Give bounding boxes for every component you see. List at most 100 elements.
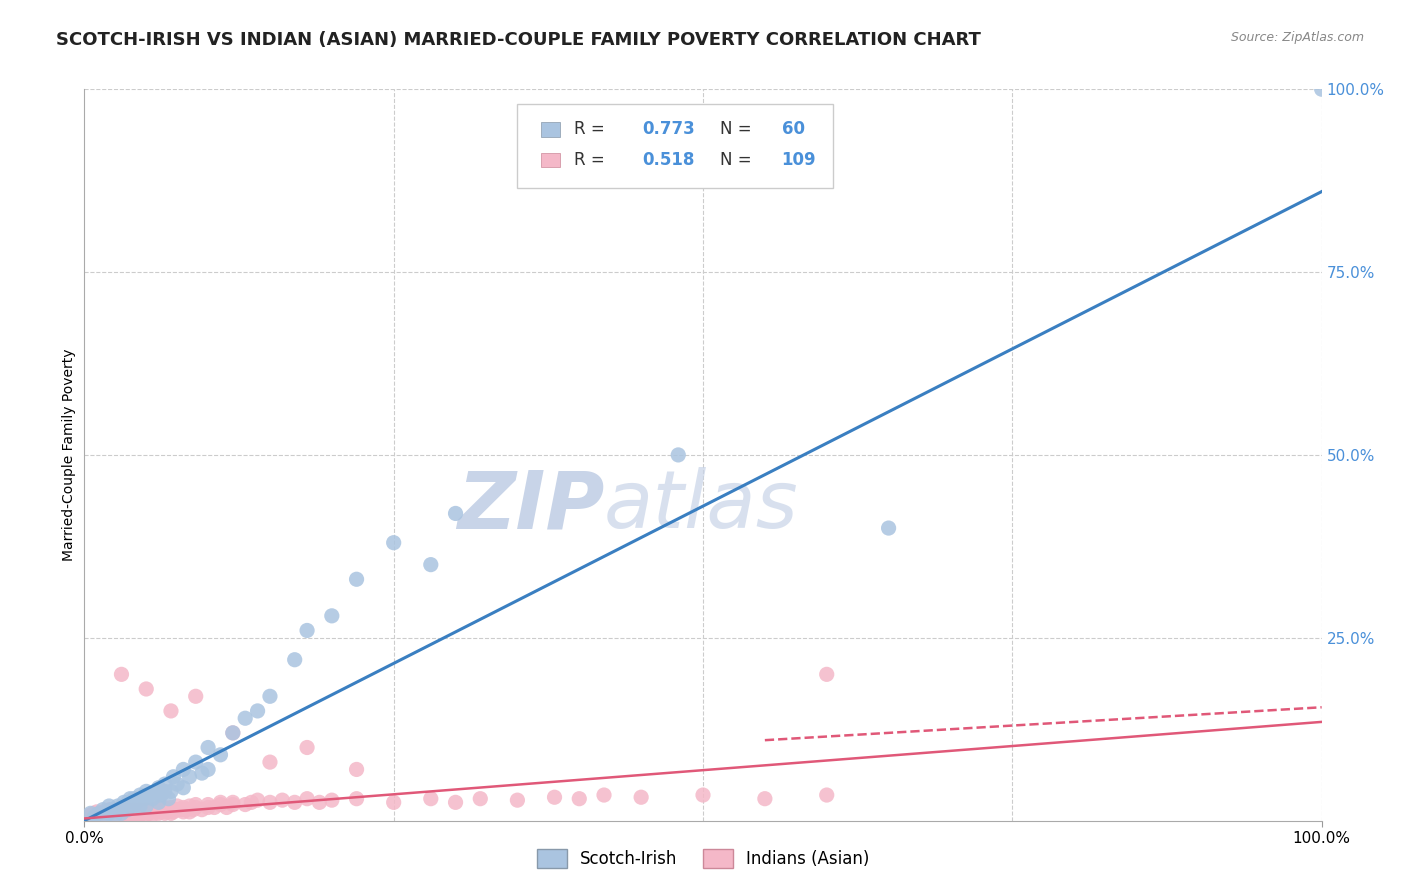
FancyBboxPatch shape — [541, 122, 560, 136]
Point — [191, 766, 214, 780]
Point — [222, 797, 245, 812]
Point — [117, 803, 139, 817]
Point — [166, 777, 188, 791]
Text: 0.773: 0.773 — [641, 120, 695, 138]
Point — [129, 807, 152, 822]
Point — [98, 806, 121, 821]
Point — [83, 806, 105, 821]
Point — [444, 796, 467, 810]
Point — [295, 791, 318, 805]
Point — [179, 770, 201, 784]
Point — [131, 806, 153, 821]
Point — [506, 793, 529, 807]
Point — [110, 806, 132, 821]
Point — [89, 806, 111, 821]
Point — [295, 624, 318, 638]
Point — [129, 803, 152, 817]
Point — [470, 791, 492, 805]
Point — [191, 803, 214, 817]
Point — [86, 807, 108, 822]
Point — [692, 788, 714, 802]
Y-axis label: Married-Couple Family Poverty: Married-Couple Family Poverty — [62, 349, 76, 561]
Point — [139, 805, 162, 819]
Point — [77, 810, 100, 824]
Point — [82, 810, 104, 824]
Point — [1310, 82, 1333, 96]
Point — [110, 803, 132, 817]
Point — [138, 788, 160, 802]
Point — [91, 810, 114, 824]
Point — [444, 507, 467, 521]
Point — [150, 805, 173, 819]
Point — [129, 788, 152, 802]
Point — [153, 777, 176, 791]
Point — [98, 807, 121, 822]
Point — [122, 791, 145, 805]
Point — [568, 791, 591, 805]
Point — [222, 796, 245, 810]
Point — [110, 806, 132, 821]
Point — [141, 791, 163, 805]
Point — [160, 784, 183, 798]
Point — [172, 805, 194, 819]
Point — [233, 711, 256, 725]
Point — [107, 806, 129, 821]
Point — [127, 805, 149, 819]
Point — [666, 448, 689, 462]
Point — [100, 807, 122, 822]
Point — [321, 793, 343, 807]
Point — [240, 796, 263, 810]
Point — [172, 800, 194, 814]
Point — [86, 807, 108, 822]
FancyBboxPatch shape — [541, 153, 560, 168]
Point — [98, 803, 121, 817]
Legend: Scotch-Irish, Indians (Asian): Scotch-Irish, Indians (Asian) — [530, 842, 876, 874]
Point — [120, 806, 142, 821]
Point — [108, 805, 131, 819]
Point — [174, 803, 197, 817]
Point — [117, 803, 139, 817]
Point — [91, 805, 114, 819]
Point — [222, 726, 245, 740]
Point — [150, 788, 173, 802]
Point — [104, 803, 127, 817]
Point — [172, 763, 194, 777]
Point — [104, 803, 127, 817]
Point — [346, 791, 368, 805]
Point — [179, 799, 201, 814]
Point — [162, 770, 184, 784]
Point — [630, 790, 652, 805]
Point — [153, 784, 176, 798]
Point — [79, 806, 101, 821]
Point — [148, 780, 170, 795]
Point — [160, 800, 183, 814]
Point — [346, 763, 368, 777]
Point — [110, 803, 132, 817]
Point — [143, 805, 166, 819]
Point — [86, 805, 108, 819]
Point — [162, 805, 184, 819]
Point — [120, 791, 142, 805]
Point — [104, 807, 127, 822]
Point — [98, 799, 121, 814]
Point — [321, 608, 343, 623]
Point — [117, 796, 139, 810]
Point — [160, 704, 183, 718]
Point — [815, 788, 838, 802]
Point — [122, 806, 145, 821]
Point — [215, 800, 238, 814]
Point — [148, 800, 170, 814]
Point — [160, 806, 183, 821]
Point — [110, 809, 132, 823]
Point — [122, 807, 145, 822]
Point — [308, 796, 330, 810]
Point — [120, 805, 142, 819]
Point — [246, 793, 269, 807]
Point — [593, 788, 616, 802]
Text: 109: 109 — [782, 151, 817, 169]
Text: Source: ZipAtlas.com: Source: ZipAtlas.com — [1230, 31, 1364, 45]
Point — [172, 780, 194, 795]
Point — [197, 797, 219, 812]
Point — [209, 747, 232, 762]
Point — [259, 755, 281, 769]
